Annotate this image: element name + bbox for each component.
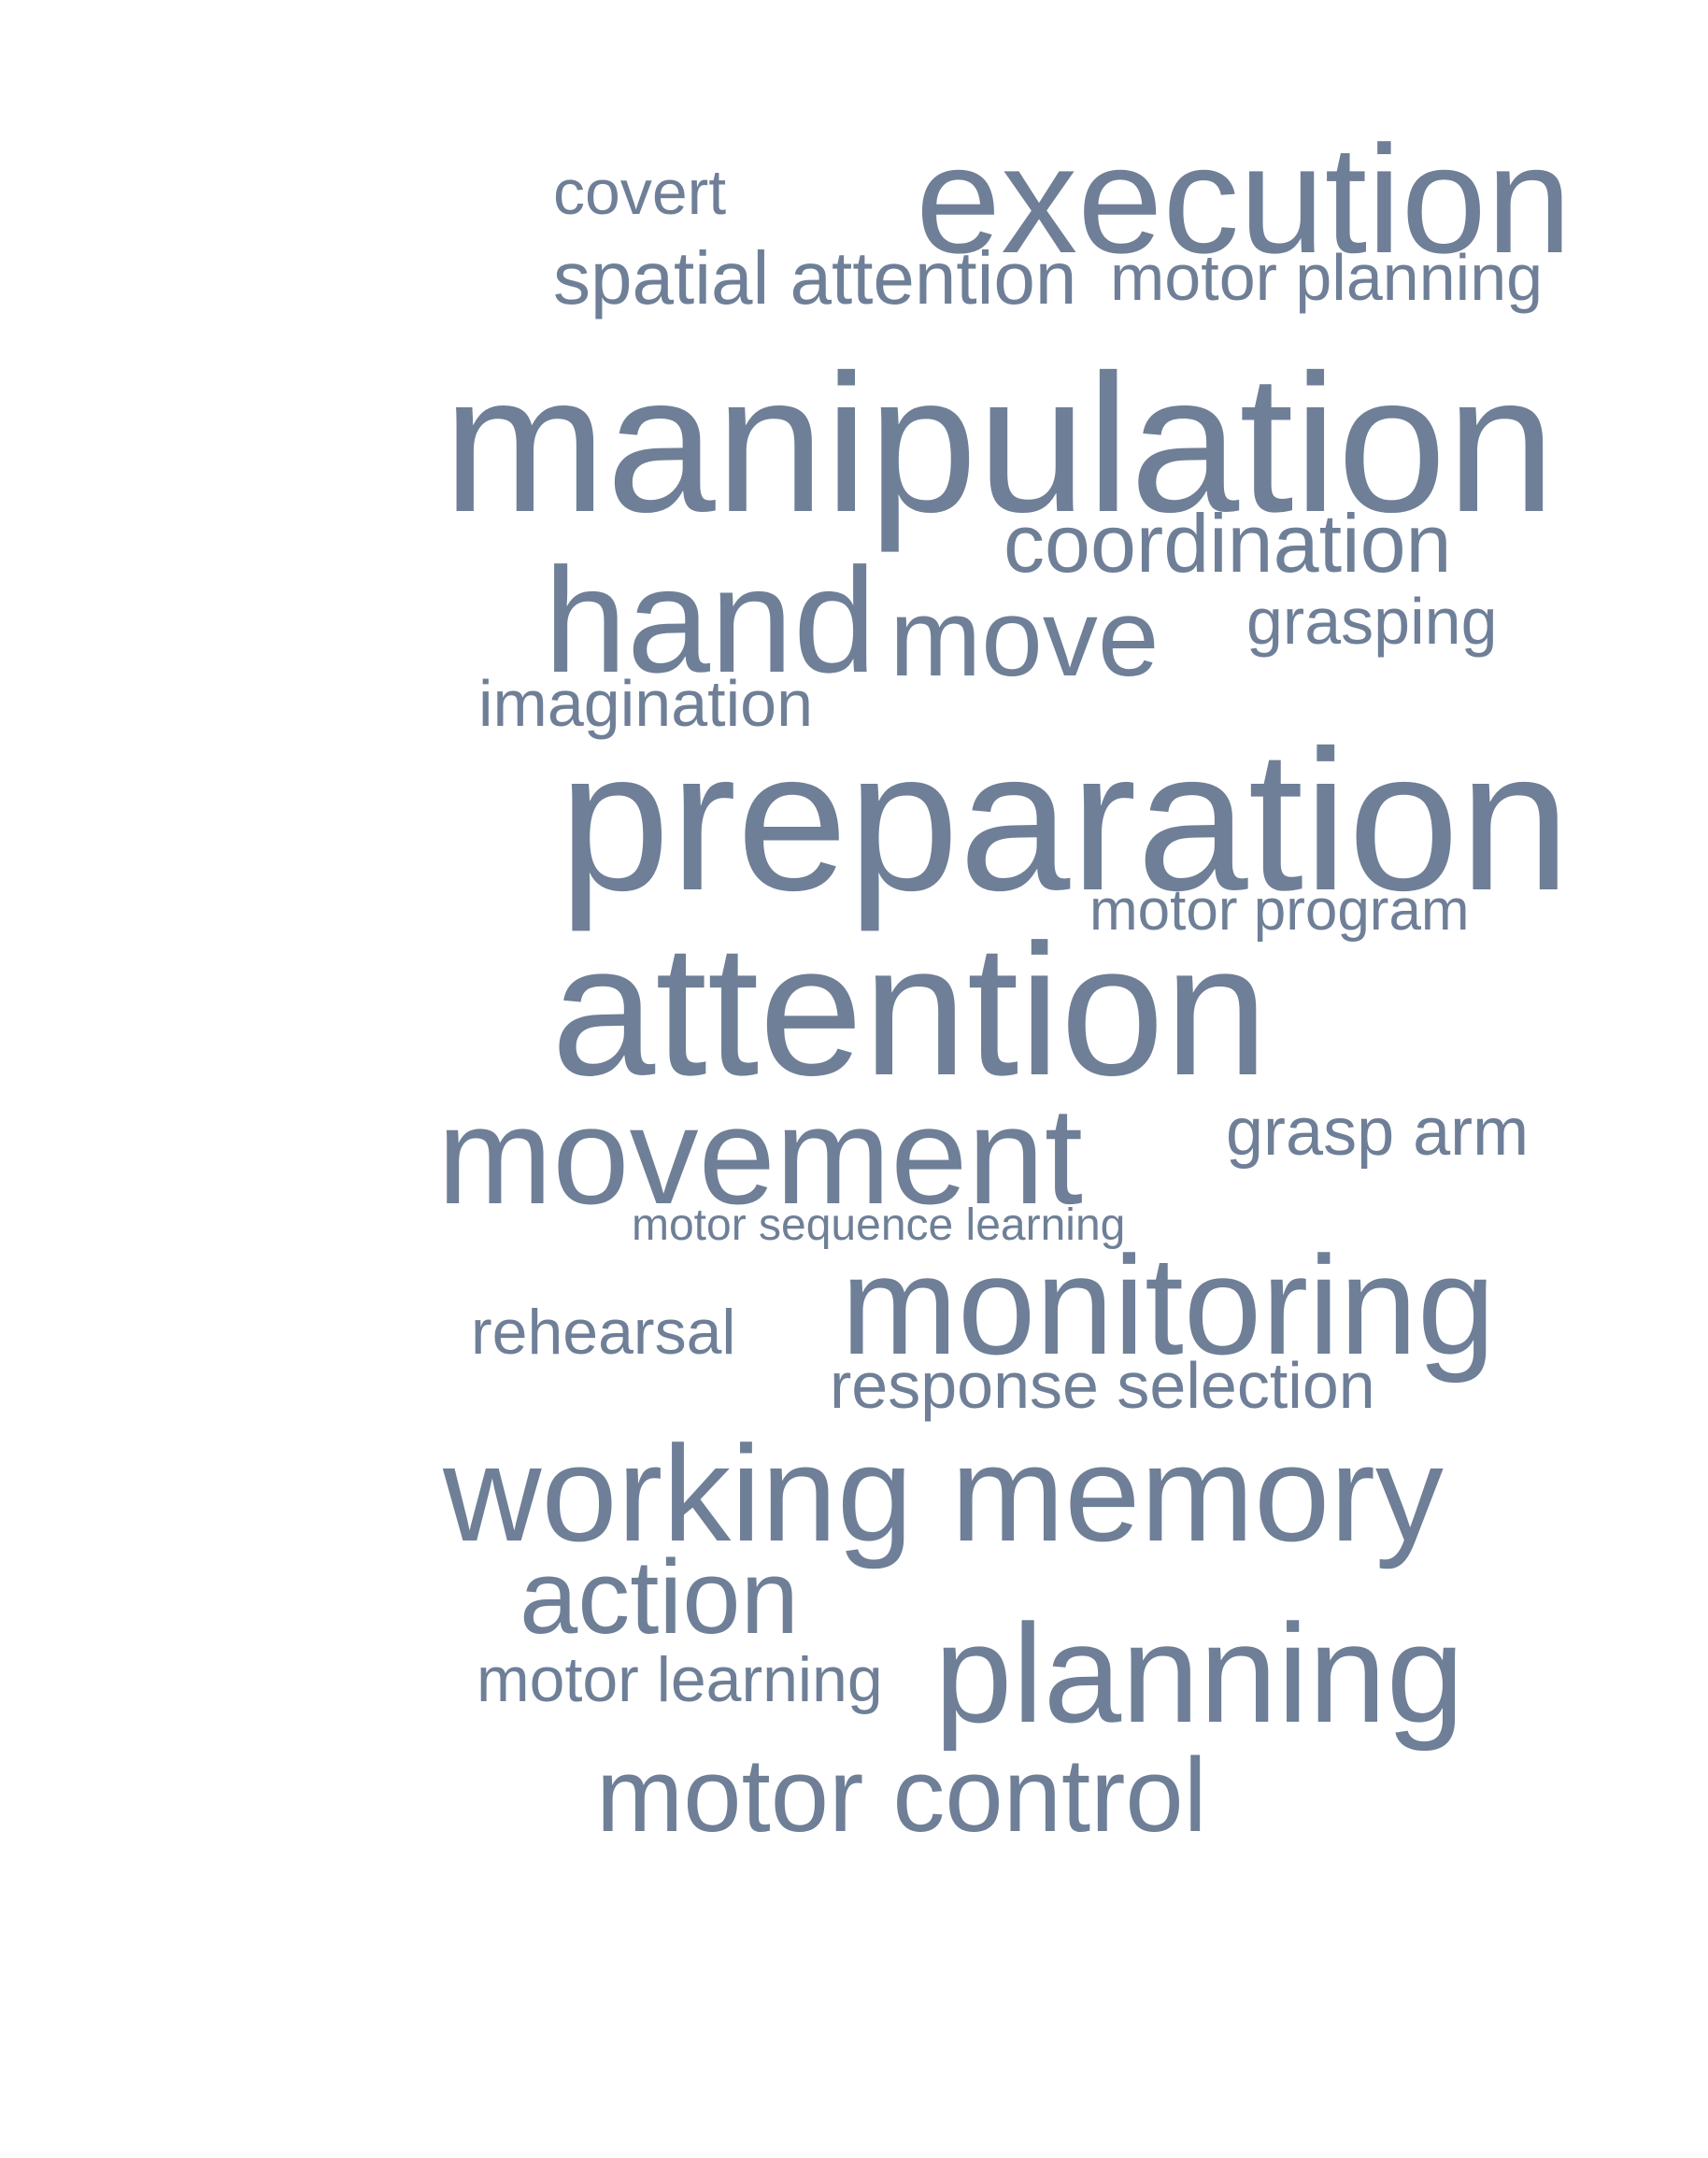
word-hand: hand: [544, 536, 876, 703]
word-response-selection: response selection: [830, 1349, 1375, 1422]
word-preparation: preparation: [559, 709, 1571, 932]
word-attention: attention: [551, 906, 1269, 1114]
word-monitoring: monitoring: [841, 1227, 1496, 1384]
word-motor-learning: motor learning: [477, 1644, 883, 1715]
word-rehearsal: rehearsal: [471, 1297, 736, 1368]
word-coordination: coordination: [1003, 497, 1452, 589]
word-working-memory: working memory: [443, 1417, 1444, 1569]
word-move: move: [890, 576, 1160, 700]
word-motor-program: motor program: [1089, 878, 1470, 943]
word-motor-sequence-learning: motor sequence learning: [632, 1200, 1126, 1250]
word-imagination: imagination: [478, 667, 813, 740]
word-grasp-arm: grasp arm: [1226, 1095, 1530, 1170]
word-execution: execution: [916, 114, 1573, 285]
word-spatial-attention: spatial attention: [553, 236, 1077, 319]
word-grasping: grasping: [1246, 585, 1498, 658]
word-movement: movement: [437, 1079, 1083, 1233]
word-motor-planning: motor planning: [1110, 241, 1544, 314]
word-action: action: [520, 1539, 799, 1655]
word-covert: covert: [553, 157, 727, 228]
word-planning: planning: [934, 1595, 1465, 1752]
word-motor-control: motor control: [596, 1737, 1207, 1853]
word-manipulation: manipulation: [443, 334, 1556, 553]
